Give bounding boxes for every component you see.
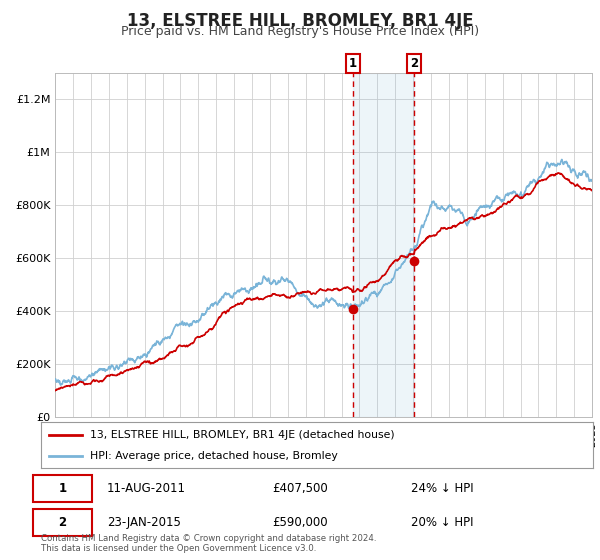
Text: £590,000: £590,000 [272, 516, 328, 529]
Text: 23-JAN-2015: 23-JAN-2015 [107, 516, 181, 529]
Text: HPI: Average price, detached house, Bromley: HPI: Average price, detached house, Brom… [91, 451, 338, 461]
Text: Price paid vs. HM Land Registry's House Price Index (HPI): Price paid vs. HM Land Registry's House … [121, 25, 479, 38]
Text: 13, ELSTREE HILL, BROMLEY, BR1 4JE (detached house): 13, ELSTREE HILL, BROMLEY, BR1 4JE (deta… [91, 430, 395, 440]
Text: 13, ELSTREE HILL, BROMLEY, BR1 4JE: 13, ELSTREE HILL, BROMLEY, BR1 4JE [127, 12, 473, 30]
Text: Contains HM Land Registry data © Crown copyright and database right 2024.
This d: Contains HM Land Registry data © Crown c… [41, 534, 376, 553]
Text: 2: 2 [58, 516, 67, 529]
Text: 2: 2 [410, 57, 419, 70]
Text: 1: 1 [58, 482, 67, 495]
Text: 24% ↓ HPI: 24% ↓ HPI [410, 482, 473, 495]
FancyBboxPatch shape [32, 475, 92, 502]
Text: 20% ↓ HPI: 20% ↓ HPI [410, 516, 473, 529]
Text: 1: 1 [349, 57, 357, 70]
Text: 11-AUG-2011: 11-AUG-2011 [107, 482, 186, 495]
Text: £407,500: £407,500 [272, 482, 328, 495]
FancyBboxPatch shape [32, 508, 92, 536]
Bar [353, 73, 415, 417]
